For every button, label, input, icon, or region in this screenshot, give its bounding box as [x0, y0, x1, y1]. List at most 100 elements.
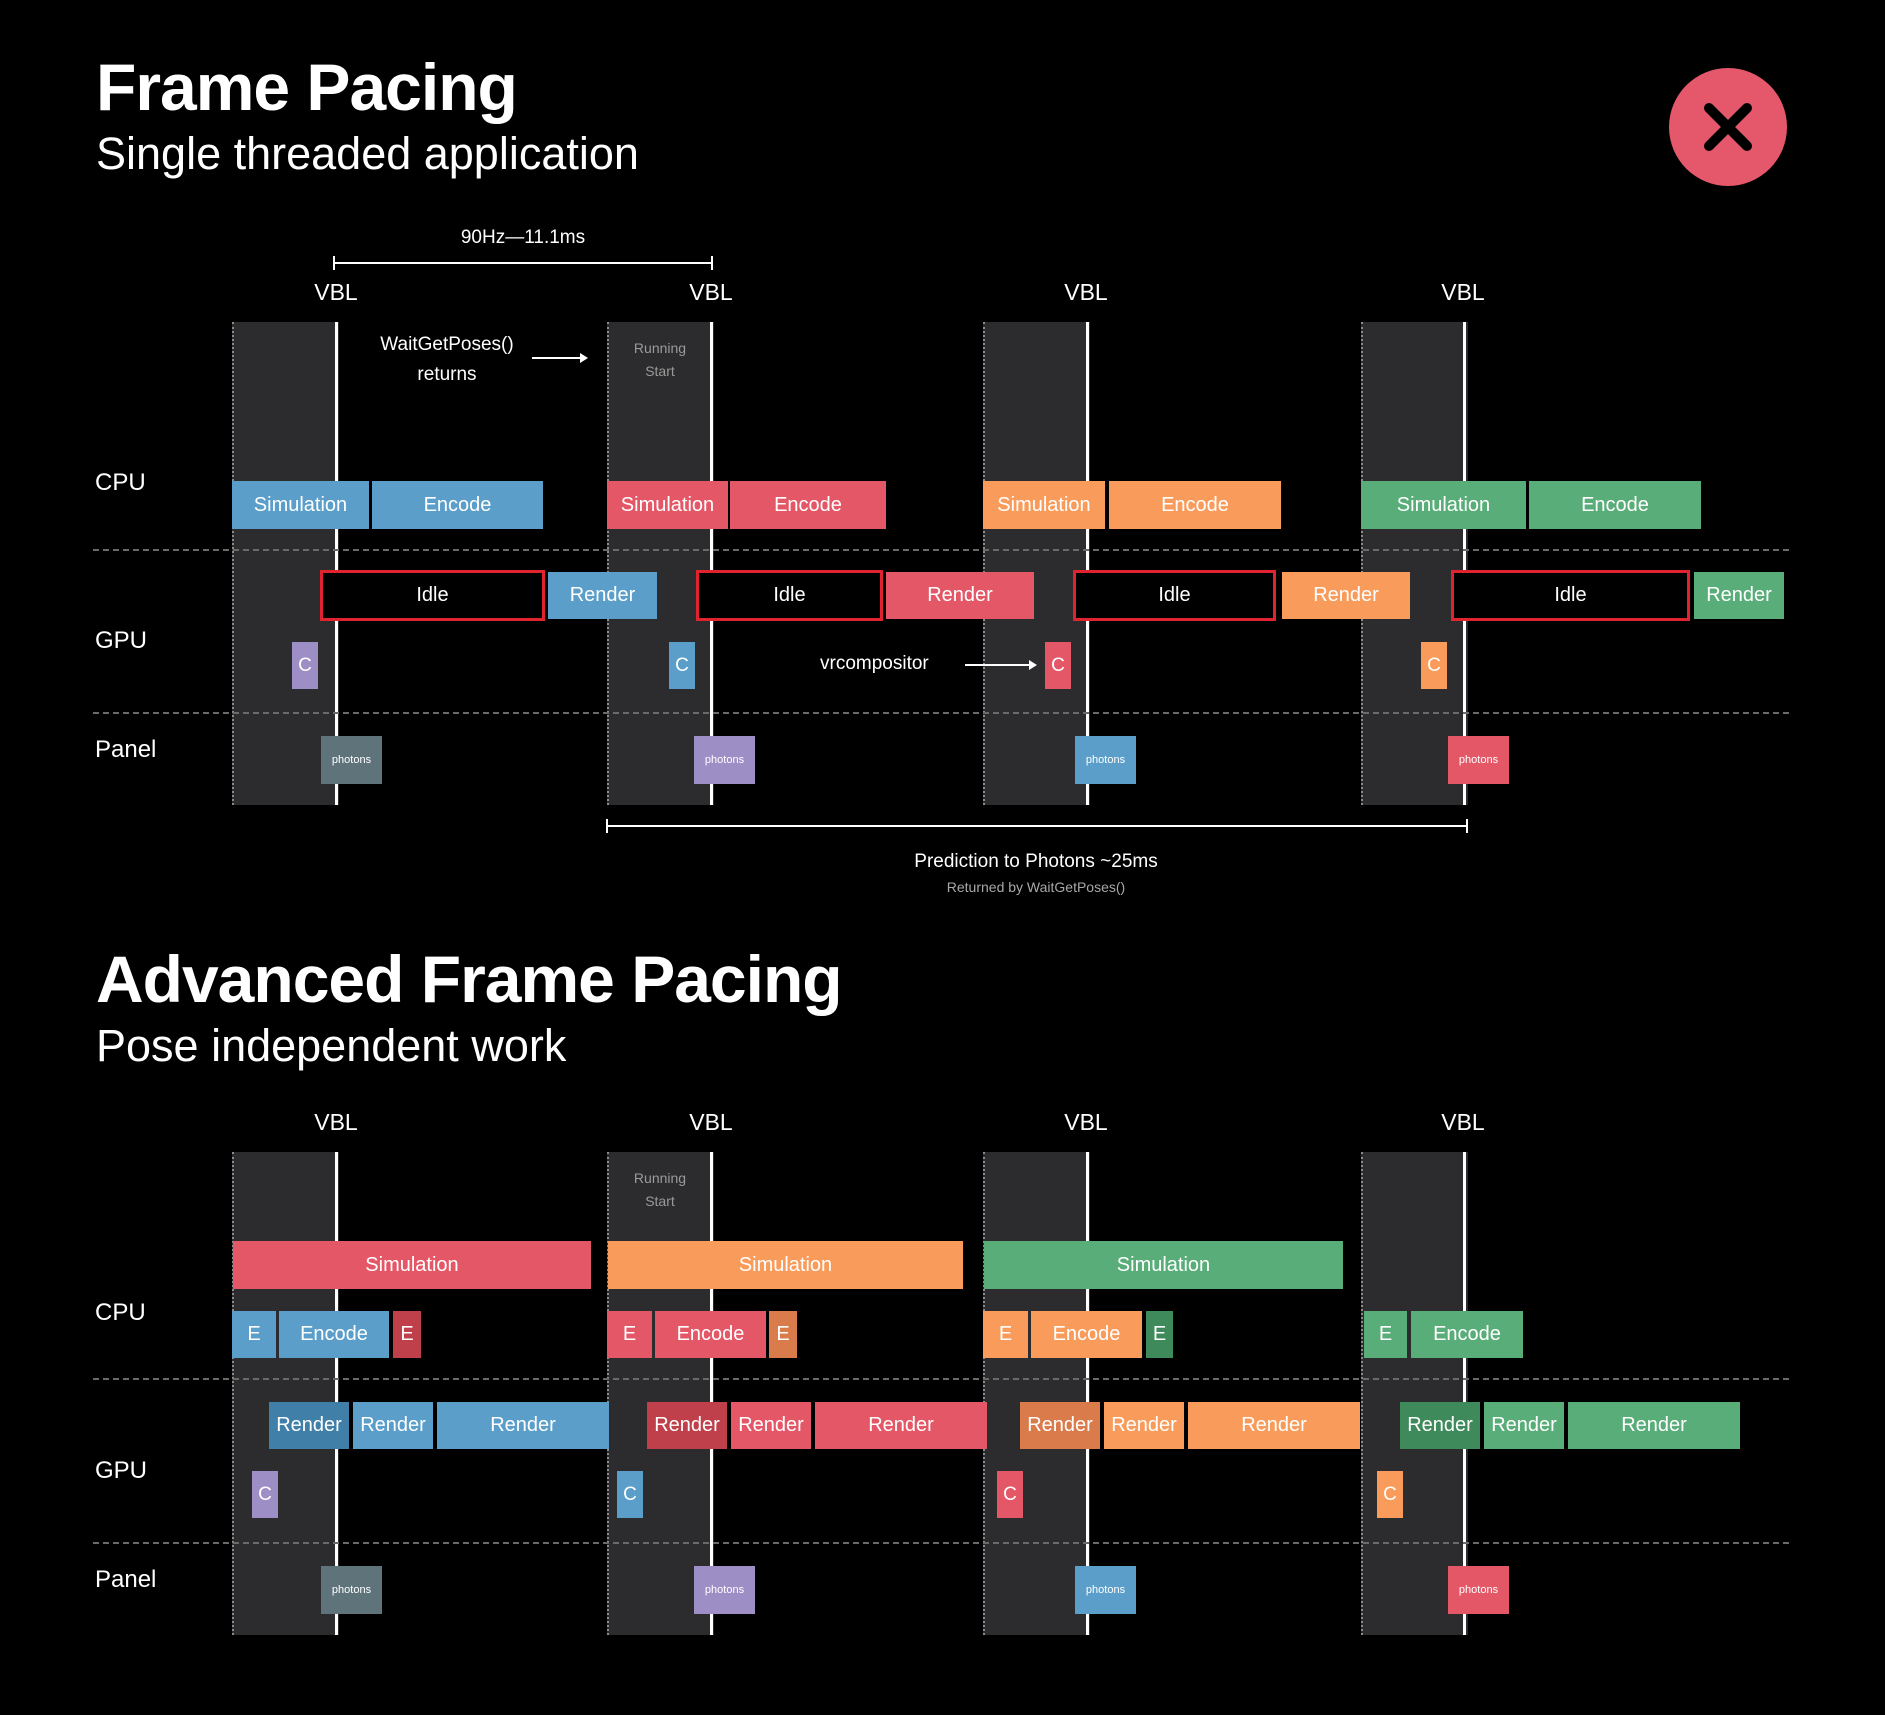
encode-block: Encode [730, 481, 886, 529]
encode-short-block: E [1146, 1311, 1173, 1358]
compositor-block: C [617, 1471, 643, 1518]
vbl-label: VBL [1441, 1109, 1485, 1135]
latency-label: Prediction to Photons ~25ms [914, 851, 1158, 872]
encode-short-block: E [769, 1311, 797, 1358]
interval-bracket [333, 256, 713, 270]
bottom-title: Advanced Frame Pacing [96, 942, 843, 1016]
running-start-label: Running Start [633, 1170, 687, 1209]
frame-stripe [232, 1152, 339, 1635]
render-block: Render [1282, 572, 1410, 619]
vbl-line [335, 322, 338, 805]
render-block: Render [548, 572, 657, 619]
vbl-line [1086, 1152, 1089, 1635]
photons-block: photons [1075, 736, 1136, 784]
compositor-block: C [669, 642, 695, 689]
simulation-block: Simulation [233, 1241, 591, 1289]
frame-stripe [983, 1152, 1090, 1635]
vbl-label: VBL [1064, 1109, 1108, 1135]
photons-block: photons [694, 736, 755, 784]
idle-block: Idle [320, 570, 545, 621]
compositor-block: C [292, 642, 318, 689]
frame-stripe [607, 1152, 714, 1635]
vbl-label: VBL [689, 1109, 733, 1135]
lane-divider [93, 549, 1789, 551]
simulation-block: Simulation [1361, 481, 1526, 529]
encode-short-block: E [232, 1311, 276, 1358]
encode-block: Encode [655, 1311, 766, 1358]
render-block: Render [353, 1402, 433, 1449]
render-block: Render [815, 1402, 987, 1449]
render-block: Render [1694, 572, 1784, 619]
close-x-icon [1704, 103, 1752, 151]
simulation-block: Simulation [607, 481, 728, 529]
render-block: Render [731, 1402, 811, 1449]
render-block: Render [1188, 1402, 1360, 1449]
compositor-block: C [1377, 1471, 1403, 1518]
vrcompositor-note: vrcompositor [820, 653, 929, 674]
simulation-block: Simulation [984, 1241, 1343, 1289]
lane-label-cpu: CPU [95, 469, 146, 496]
encode-short-block: E [1364, 1311, 1407, 1358]
encode-block: Encode [279, 1311, 389, 1358]
vbl-line [335, 1152, 338, 1635]
vbl-line [1463, 322, 1466, 805]
lane-label-panel: Panel [95, 736, 157, 763]
frame-stripe [607, 322, 714, 805]
lane-label-panel: Panel [95, 1566, 157, 1593]
lane-label-gpu: GPU [95, 1457, 148, 1484]
simulation-block: Simulation [232, 481, 369, 529]
encode-block: Encode [1529, 481, 1701, 529]
wait-get-poses-note: WaitGetPoses() returns [380, 334, 514, 385]
vbl-label: VBL [314, 1109, 358, 1135]
lane-label-cpu: CPU [95, 1299, 146, 1326]
close-button[interactable] [1669, 68, 1787, 186]
idle-block: Idle [1073, 570, 1276, 621]
encode-block: Encode [372, 481, 543, 529]
photons-block: photons [1075, 1566, 1136, 1614]
photons-block: photons [321, 1566, 382, 1614]
render-block: Render [647, 1402, 727, 1449]
lane-divider [93, 1542, 1789, 1544]
encode-block: Encode [1109, 481, 1281, 529]
photons-block: photons [321, 736, 382, 784]
vbl-label: VBL [1441, 279, 1485, 305]
bottom-subtitle: Pose independent work [96, 1020, 567, 1071]
running-start-label: Running Start [633, 340, 687, 379]
render-block: Render [886, 572, 1034, 619]
lane-divider [93, 1378, 1789, 1380]
render-block: Render [1484, 1402, 1564, 1449]
top-title: Frame Pacing [96, 50, 518, 124]
encode-short-block: E [393, 1311, 421, 1358]
vbl-line [710, 1152, 713, 1635]
simulation-block: Simulation [608, 1241, 963, 1289]
render-block: Render [437, 1402, 609, 1449]
frame-stripe [232, 322, 339, 805]
encode-short-block: E [983, 1311, 1028, 1358]
compositor-block: C [1045, 642, 1071, 689]
idle-block: Idle [1451, 570, 1690, 621]
arrow-right-icon [965, 660, 1037, 670]
latency-sublabel: Returned by WaitGetPoses() [946, 879, 1126, 895]
vbl-line [710, 322, 713, 805]
top-subtitle: Single threaded application [96, 128, 639, 179]
vbl-label: VBL [689, 279, 733, 305]
encode-block: Encode [1411, 1311, 1523, 1358]
latency-bracket [606, 819, 1468, 833]
vbl-label: VBL [1064, 279, 1108, 305]
render-block: Render [1568, 1402, 1740, 1449]
interval-label: 90Hz—11.1ms [460, 227, 586, 248]
compositor-block: C [997, 1471, 1023, 1518]
encode-block: Encode [1031, 1311, 1142, 1358]
idle-block: Idle [696, 570, 883, 621]
lane-divider [93, 712, 1789, 714]
vbl-line [1463, 1152, 1466, 1635]
frame-stripe [1361, 1152, 1468, 1635]
vbl-line [1086, 322, 1089, 805]
vbl-label: VBL [314, 279, 358, 305]
photons-block: photons [1448, 1566, 1509, 1614]
render-block: Render [269, 1402, 349, 1449]
render-block: Render [1020, 1402, 1100, 1449]
compositor-block: C [252, 1471, 278, 1518]
render-block: Render [1400, 1402, 1480, 1449]
compositor-block: C [1421, 642, 1447, 689]
